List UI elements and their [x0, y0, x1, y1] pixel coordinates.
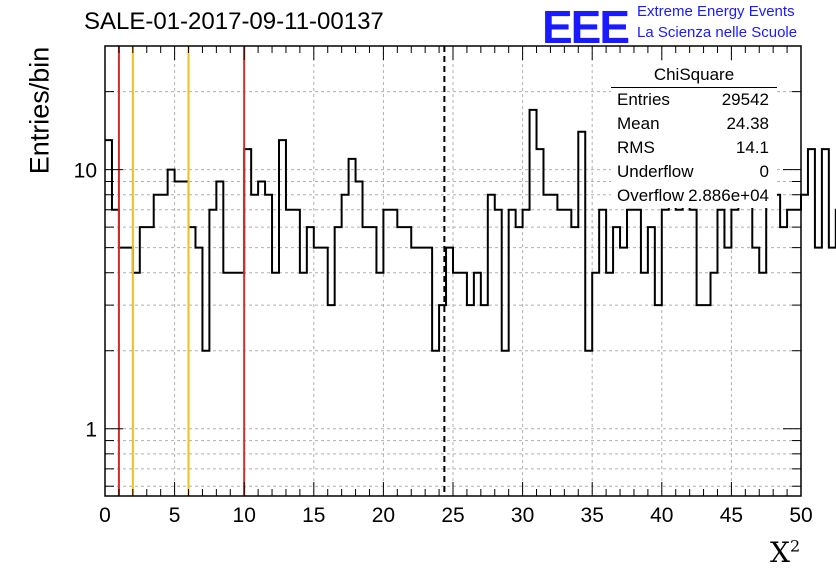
- x-tick-label: 25: [441, 504, 464, 527]
- logo-line-1: Extreme Energy Events: [637, 3, 795, 20]
- stats-value: 24.38: [726, 114, 769, 133]
- stats-row-entries: Entries 29542: [611, 88, 777, 112]
- x-tick-label: 50: [789, 504, 812, 527]
- eee-logo: EEE: [542, 1, 630, 53]
- stats-value: 0: [759, 162, 769, 181]
- x-tick-label: 5: [169, 504, 181, 527]
- stats-value: 29542: [721, 90, 769, 109]
- y-axis-label: Entries/bin: [24, 46, 55, 175]
- stats-key: Overflow: [617, 186, 685, 205]
- stats-row-rms: RMS 14.1: [611, 136, 777, 160]
- x-tick-label: 15: [302, 504, 325, 527]
- x-tick-label: 20: [372, 504, 395, 527]
- stats-key: Entries: [617, 90, 670, 109]
- y-tick-label: 1: [85, 419, 97, 442]
- stats-value: 2.886e+04: [688, 186, 769, 205]
- histogram-series: [105, 108, 836, 352]
- x-tick-label: 45: [720, 504, 743, 527]
- logo-line-2: La Scienza nelle Scuole: [637, 24, 798, 41]
- stats-row-overflow: Overflow 2.886e+04: [611, 184, 777, 208]
- stats-key: RMS: [617, 138, 655, 157]
- stats-box-title: ChiSquare: [611, 64, 777, 88]
- stats-value: 14.1: [735, 138, 769, 157]
- x-tick-label: 10: [233, 504, 256, 527]
- stats-row-mean: Mean 24.38: [611, 112, 777, 136]
- stats-box: ChiSquare Entries 29542 Mean 24.38 RMS 14.1…: [611, 64, 777, 208]
- x-axis-label: X2: [770, 536, 800, 569]
- x-axis-label-superscript: 2: [789, 536, 801, 556]
- stats-row-underflow: Underflow 0: [611, 160, 777, 184]
- x-tick-label: 0: [99, 504, 111, 527]
- stats-key: Mean: [617, 114, 660, 133]
- x-tick-label: 35: [581, 504, 604, 527]
- y-tick-label: 10: [74, 160, 97, 183]
- stats-key: Underflow: [617, 162, 694, 181]
- x-tick-label: 30: [511, 504, 534, 527]
- chart-title: SALE-01-2017-09-11-00137: [84, 8, 384, 35]
- x-tick-label: 40: [650, 504, 673, 527]
- x-axis-label-base: X: [770, 536, 790, 569]
